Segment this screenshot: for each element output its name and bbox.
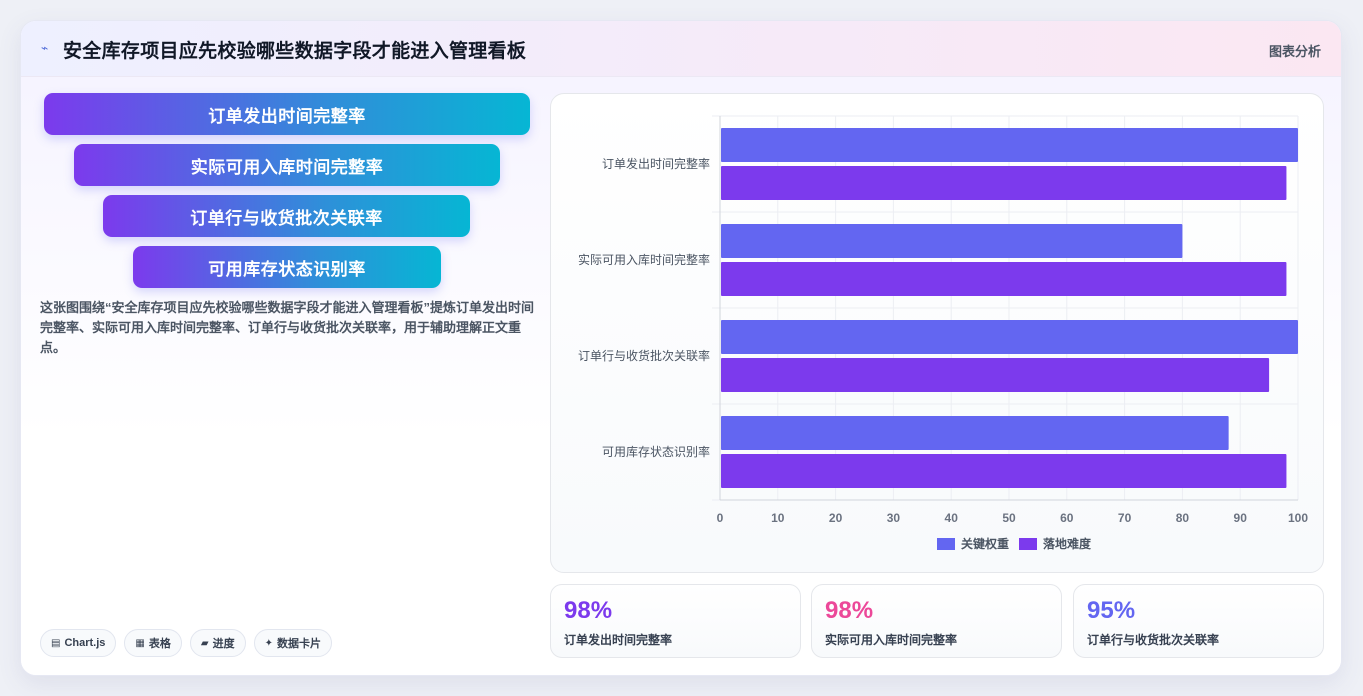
chip-label: 进度	[212, 638, 235, 650]
chip-label: Chart.js	[64, 637, 106, 649]
header-bar: ⌁ 安全库存项目应先校验哪些数据字段才能进入管理看板 图表分析	[21, 21, 1341, 77]
y-tick-label: 订单发出时间完整率	[602, 156, 710, 171]
bar-difficulty	[721, 262, 1287, 296]
stat-label: 订单发出时间完整率	[564, 633, 673, 647]
chart-description: 这张图围绕“安全库存项目应先校验哪些数据字段才能进入管理看板”提炼订单发出时间完…	[40, 300, 535, 355]
bar-weight	[721, 320, 1298, 354]
y-tick-label: 可用库存状态识别率	[602, 444, 710, 459]
stat-label: 实际可用入库时间完整率	[825, 633, 958, 647]
bar-weight	[721, 224, 1183, 258]
stat-label: 订单行与收货批次关联率	[1087, 633, 1220, 647]
funnel-step-1: 订单发出时间完整率	[44, 93, 530, 135]
x-tick-label: 60	[1060, 511, 1074, 525]
legend-label: 落地难度	[1043, 536, 1092, 551]
chip-table[interactable]: ▦ 表格	[124, 629, 182, 657]
x-tick-label: 10	[771, 511, 785, 525]
x-tick-label: 90	[1234, 511, 1248, 525]
tech-chips: ▤ Chart.js ▦ 表格 ▰ 进度 ✦ 数据卡片	[40, 629, 332, 657]
chart-analysis-tag[interactable]: 图表分析	[1268, 44, 1321, 59]
legend-label: 关键权重	[961, 536, 1009, 551]
x-tick-label: 100	[1288, 511, 1308, 525]
dashboard-card: ⌁ 安全库存项目应先校验哪些数据字段才能进入管理看板 图表分析 订单发出时间完整…	[20, 20, 1342, 676]
x-tick-label: 40	[945, 511, 959, 525]
sparkle-icon: ✦	[264, 637, 273, 649]
bar-difficulty	[721, 358, 1270, 392]
page-title: 安全库存项目应先校验哪些数据字段才能进入管理看板	[63, 41, 527, 62]
legend-swatch	[1019, 538, 1037, 550]
chip-label: 数据卡片	[276, 638, 321, 650]
chip-label: 表格	[148, 638, 171, 650]
x-tick-label: 50	[1002, 511, 1016, 525]
bar-weight	[721, 128, 1298, 162]
chip-data-card[interactable]: ✦ 数据卡片	[253, 629, 332, 657]
y-tick-label: 订单行与收货批次关联率	[578, 348, 710, 363]
legend-swatch	[937, 538, 955, 550]
chart-icon: ▤	[51, 637, 61, 649]
x-tick-label: 20	[829, 511, 843, 525]
chip-progress[interactable]: ▰ 进度	[189, 629, 246, 657]
x-tick-label: 0	[717, 511, 724, 525]
y-tick-label: 实际可用入库时间完整率	[578, 252, 710, 267]
funnel-step-3: 订单行与收货批次关联率	[103, 195, 470, 237]
table-icon: ▦	[135, 637, 145, 649]
stat-value: 98%	[564, 597, 613, 624]
funnel-step-2: 实际可用入库时间完整率	[74, 144, 500, 186]
x-tick-label: 70	[1118, 511, 1132, 525]
progress-icon: ▰	[200, 637, 209, 649]
x-tick-label: 80	[1176, 511, 1190, 525]
stat-card-2: 98% 实际可用入库时间完整率	[811, 584, 1062, 658]
stat-value: 98%	[825, 597, 874, 624]
funnel-step-4: 可用库存状态识别率	[133, 246, 441, 288]
bar-chart-panel: 0 10 20 30 40 50 60 70 80 90 100 订单发出时间完整率实际可用入库时间完…	[550, 93, 1324, 573]
bar-difficulty	[721, 454, 1287, 488]
bar-difficulty	[721, 166, 1287, 200]
stat-card-3: 95% 订单行与收货批次关联率	[1073, 584, 1324, 658]
stat-card-1: 98% 订单发出时间完整率	[550, 584, 801, 658]
bar-chart: 0 10 20 30 40 50 60 70 80 90 100 订单发出时间完整率实际可用入库时间完…	[578, 115, 1308, 551]
chip-chartjs[interactable]: ▤ Chart.js	[40, 629, 117, 657]
x-tick-label: 30	[887, 511, 901, 525]
sparkline-icon: ⌁	[41, 41, 49, 55]
bar-weight	[721, 416, 1229, 450]
stat-value: 95%	[1087, 597, 1136, 624]
